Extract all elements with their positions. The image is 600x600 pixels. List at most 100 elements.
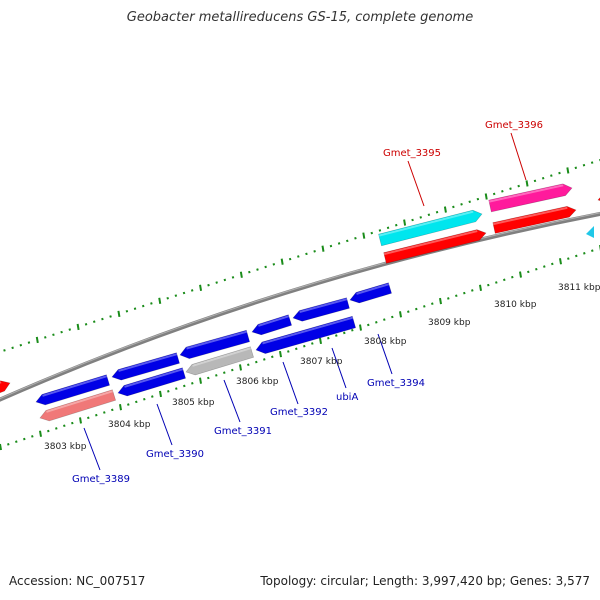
gene-arrow-rev-b[interactable] [111,352,180,381]
gene-label[interactable]: Gmet_3390 [146,449,204,460]
tick-dot-upper [158,297,162,305]
tick-dot-lower [159,390,162,398]
tick-dot-lower [79,417,82,424]
tick-dot-upper [19,343,23,347]
tick-dot-lower [311,342,314,345]
tick-dot-lower [127,403,130,406]
gene-arrow-fwd-a-body [383,229,487,264]
tick-dot-lower [207,376,210,380]
kbp-label: 3806 kbp [236,377,279,387]
label-leader-lines [83,132,527,471]
tick-dot-upper [468,200,471,204]
gene-label[interactable]: ubiA [336,392,358,403]
gene-label[interactable]: Gmet_3396 [485,120,543,131]
gene-arrow-edge-cyan[interactable] [586,226,594,238]
gene-arrow-gmet-3391[interactable] [185,346,254,376]
gene-arrow-fwd-b-body [492,206,577,234]
gene-arrow-gmet-3389-shine [46,390,114,413]
gene-arrow-gmet-3392-ubia-body [255,315,357,354]
gene-label[interactable]: Gmet_3395 [383,148,441,159]
leader-line [83,427,101,471]
gene-arrow-edge-left[interactable] [0,380,11,395]
gene-arrow-rev-a-shine [42,375,108,397]
tick-dot-upper [215,281,218,284]
gene-arrow-fwd-b-shine [492,206,568,226]
tick-dot-upper [346,239,349,243]
tick-dot-upper [207,283,210,287]
tick-dot-lower [415,307,418,311]
tick-dot-upper [590,161,594,164]
tick-dot-upper [427,213,431,217]
tick-dot-lower [199,377,202,384]
tick-dot-lower [543,265,546,268]
tick-dot-upper [125,309,129,313]
tick-dot-lower [0,443,2,451]
gene-arrow-edge-left-body [0,380,11,394]
gene-arrow-fwd-b[interactable] [492,206,577,234]
gene-arrow-rev-e[interactable] [292,297,350,322]
gene-arrow-fwd-a[interactable] [383,229,487,264]
gene-arrow-gmet-3389[interactable] [39,389,117,422]
tick-dot-lower [423,305,426,308]
tick-dot-rows [0,159,600,451]
leader-line [407,160,425,207]
leader-line [331,347,347,389]
tick-dot-upper [517,184,520,188]
tick-dot-upper [411,218,414,222]
gene-label[interactable]: Gmet_3389 [72,474,130,485]
tick-dot-lower [487,283,490,287]
gene-label[interactable]: Gmet_3394 [367,378,425,389]
tick-dot-upper [166,296,169,300]
tick-dot-upper [60,330,63,334]
gene-arrow-gmet-3390[interactable] [117,367,186,397]
gene-arrow-rev-c[interactable] [179,329,250,359]
tick-dot-lower [463,291,466,295]
gene-label[interactable]: Gmet_3391 [214,426,272,437]
tick-dot-lower [535,267,538,271]
tick-dot-lower [95,413,98,417]
tick-dot-upper [321,245,325,252]
gene-arrow-gmet-3396[interactable] [488,183,573,213]
tick-dot-lower [47,429,50,433]
tick-dot-lower [567,257,570,260]
tick-dot-lower [143,397,146,401]
tick-dot-lower [439,297,442,305]
kbp-label: 3807 kbp [300,357,343,367]
gene-arrow-rev-e-body [292,297,350,322]
gene-arrow-rev-a[interactable] [35,374,110,406]
gene-arrow-gmet-3390-body [117,367,186,397]
gene-arrow-gmet-3394-body [349,282,392,304]
leader-line [282,361,299,405]
tick-dot-upper [190,289,194,292]
gene-label[interactable]: Gmet_3392 [270,407,328,418]
gene-arrow-gmet-3394[interactable] [349,282,392,304]
tick-dot-upper [574,166,578,170]
tick-dot-upper [566,167,570,174]
tick-dot-upper [182,291,186,295]
tick-dot-upper [354,236,357,240]
tick-dot-upper [541,176,545,180]
tick-dot-lower [183,384,186,388]
tick-dot-lower [263,358,266,361]
gene-arrow-gmet-3395[interactable] [378,209,483,247]
tick-dot-upper [264,265,267,269]
tick-dot-lower [71,421,74,425]
gene-arrow-gmet-3394-shine [356,283,390,295]
kbp-axis-labels: 3803 kbp 3804 kbp 3805 kbp 3806 kbp 3807 kbp… [44,283,600,452]
gene-arrow-gmet-3392-ubia[interactable] [255,315,357,354]
gene-arrow-rev-b-shine [118,353,178,372]
gene-arrow-rev-d[interactable] [251,314,293,336]
genome-summary-text: Topology: circular; Length: 3,997,420 bp… [260,574,590,588]
tick-dot-lower [15,440,18,443]
tick-dot-upper [550,174,553,177]
tick-dot-lower [303,344,306,348]
tick-dot-upper [248,270,251,274]
gene-arrow-rev-d-body [251,314,293,336]
gene-arrow-rev-a-body [35,374,110,406]
tick-dot-upper [11,346,14,350]
tick-dot-lower [175,387,178,390]
tick-dot-upper [101,317,104,321]
tick-dot-upper [84,323,88,326]
tick-dot-upper [174,294,178,297]
